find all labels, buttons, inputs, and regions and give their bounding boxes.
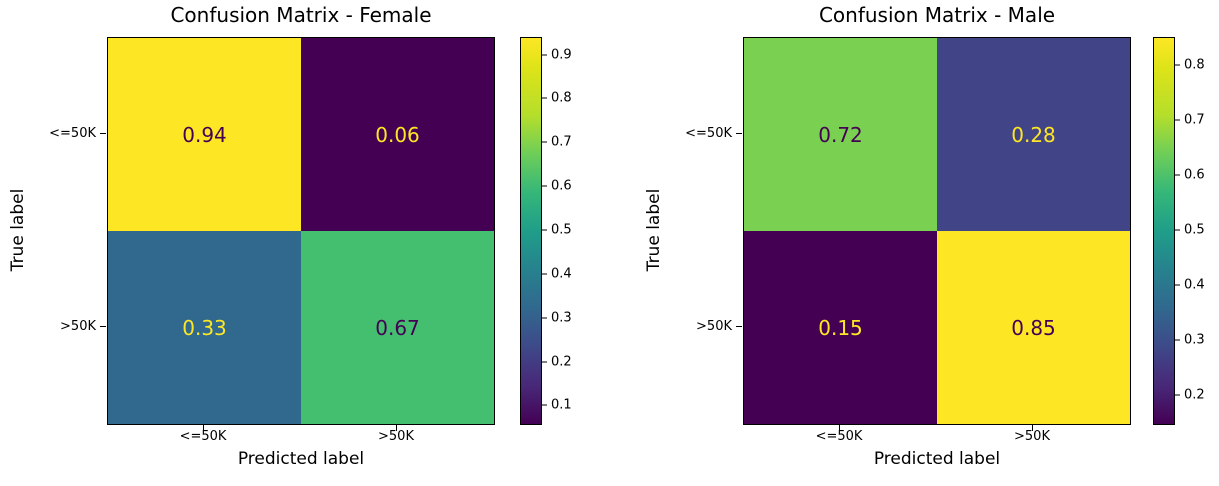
colorbar-tick-label: 0.3	[1184, 332, 1205, 348]
heatmap-cell: 0.94	[108, 38, 301, 231]
colorbar-tick-mark	[542, 317, 547, 319]
y-tick-label: <=50K	[49, 126, 96, 141]
cell-value: 0.06	[375, 122, 420, 147]
x-tick-label: >50K	[378, 429, 414, 444]
x-tick-mark	[1032, 425, 1034, 431]
chart-title: Confusion Matrix - Female	[170, 3, 432, 27]
colorbar-tick-mark	[542, 185, 547, 187]
colorbar-tick-mark	[1175, 119, 1180, 121]
colorbar-tick: 0.4	[542, 267, 572, 282]
y-tick-mark	[736, 133, 742, 135]
colorbar-tick: 0.3	[542, 311, 572, 326]
cell-value: 0.67	[375, 315, 420, 340]
colorbar-tick: 0.7	[1175, 113, 1205, 128]
colorbar-tick-label: 0.7	[1184, 112, 1205, 128]
heatmap-cell: 0.33	[108, 231, 301, 424]
colorbar-tick: 0.8	[1175, 58, 1205, 73]
colorbar-tick: 0.5	[542, 223, 572, 238]
heatmap-cell: 0.06	[301, 38, 494, 231]
colorbar-tick-mark	[1175, 174, 1180, 176]
y-tick-label: >50K	[696, 319, 732, 334]
colorbar-tick-mark	[1175, 64, 1180, 66]
x-axis-label: Predicted label	[237, 449, 365, 469]
colorbar-tick-label: 0.8	[551, 90, 572, 106]
colorbar-tick: 0.6	[1175, 168, 1205, 183]
colorbar-tick: 0.6	[542, 179, 572, 194]
x-tick-mark	[839, 425, 841, 431]
x-tick-label: <=50K	[179, 429, 227, 444]
colorbar	[520, 37, 542, 425]
colorbar-tick-label: 0.9	[551, 47, 572, 63]
cell-value: 0.85	[1011, 315, 1056, 340]
cell-value: 0.15	[818, 315, 863, 340]
colorbar-tick-mark	[1175, 284, 1180, 286]
colorbar-tick-mark	[1175, 394, 1180, 396]
colorbar-tick-label: 0.6	[1184, 167, 1205, 183]
colorbar-tick-label: 0.7	[551, 134, 572, 150]
colorbar-tick: 0.1	[542, 398, 572, 413]
y-tick-mark	[100, 133, 106, 135]
colorbar	[1153, 37, 1175, 425]
x-tick-label: >50K	[1014, 429, 1050, 444]
y-axis-label: True label	[8, 188, 28, 272]
colorbar-tick-mark	[542, 273, 547, 275]
colorbar-tick-mark	[1175, 229, 1180, 231]
y-tick-label: >50K	[60, 319, 96, 334]
colorbar-tick-label: 0.2	[551, 354, 572, 370]
colorbar-tick-label: 0.3	[551, 310, 572, 326]
cell-value: 0.33	[182, 315, 227, 340]
y-tick-mark	[100, 326, 106, 328]
colorbar-tick-mark	[542, 361, 547, 363]
y-tick-mark	[736, 326, 742, 328]
heatmap-cell: 0.67	[301, 231, 494, 424]
colorbar-tick: 0.3	[1175, 333, 1205, 348]
heatmap-cell: 0.72	[744, 38, 937, 231]
figure-confusion-matrix-female: Confusion Matrix - Female 0.94 0.06 0.33…	[8, 3, 572, 469]
colorbar-tick-mark	[542, 97, 547, 99]
heatmap-cell: 0.28	[937, 38, 1130, 231]
colorbar-tick: 0.2	[542, 355, 572, 370]
colorbar-tick: 0.5	[1175, 223, 1205, 238]
colorbar-tick-label: 0.2	[1184, 387, 1205, 403]
y-axis-label: True label	[644, 188, 664, 272]
heatmap: 0.72 0.28 0.15 0.85	[743, 37, 1131, 425]
figure-confusion-matrix-male: Confusion Matrix - Male 0.72 0.28 0.15 0…	[636, 0, 1219, 486]
colorbar-tick-mark	[542, 54, 547, 56]
cell-value: 0.72	[818, 122, 863, 147]
colorbar-tick-label: 0.4	[1184, 277, 1205, 293]
y-tick-label: <=50K	[685, 126, 732, 141]
colorbar-tick-mark	[542, 141, 547, 143]
x-tick-mark	[203, 425, 205, 431]
colorbar-tick-mark	[1175, 339, 1180, 341]
colorbar-tick: 0.7	[542, 135, 572, 150]
colorbar-tick-label: 0.4	[551, 266, 572, 282]
colorbar-tick-label: 0.6	[551, 178, 572, 194]
colorbar-tick-mark	[542, 404, 547, 406]
colorbar-tick-label: 0.5	[551, 222, 572, 238]
colorbar-tick-mark	[542, 229, 547, 231]
heatmap: 0.94 0.06 0.33 0.67	[107, 37, 495, 425]
colorbar-tick: 0.2	[1175, 388, 1205, 403]
colorbar-tick-label: 0.8	[1184, 57, 1205, 73]
heatmap-cell: 0.85	[937, 231, 1130, 424]
colorbar-tick: 0.8	[542, 91, 572, 106]
cell-value: 0.94	[182, 122, 227, 147]
x-tick-label: <=50K	[815, 429, 863, 444]
colorbar-tick: 0.9	[542, 48, 572, 63]
colorbar-tick: 0.4	[1175, 278, 1205, 293]
x-axis-label: Predicted label	[873, 449, 1001, 469]
chart-title: Confusion Matrix - Male	[818, 3, 1056, 27]
x-tick-mark	[396, 425, 398, 431]
colorbar-tick-label: 0.5	[1184, 222, 1205, 238]
heatmap-cell: 0.15	[744, 231, 937, 424]
colorbar-tick-label: 0.1	[551, 397, 572, 413]
cell-value: 0.28	[1011, 122, 1056, 147]
